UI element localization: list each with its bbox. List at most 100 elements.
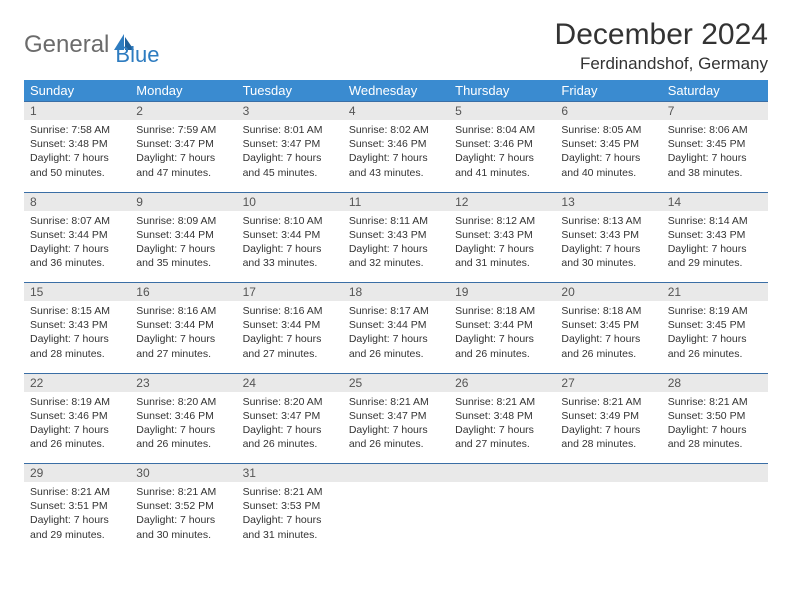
header-thursday: Thursday xyxy=(449,80,555,102)
day-number xyxy=(343,464,449,483)
week-4-daynum-row: 293031 xyxy=(24,464,768,483)
sunrise-text: Sunrise: 7:58 AM xyxy=(30,123,124,137)
day-cell xyxy=(449,482,555,554)
day-cell: Sunrise: 8:13 AMSunset: 3:43 PMDaylight:… xyxy=(555,211,661,283)
daylight-text: Daylight: 7 hours and 26 minutes. xyxy=(668,332,762,360)
sunset-text: Sunset: 3:48 PM xyxy=(30,137,124,151)
day-number: 3 xyxy=(237,102,343,121)
sunrise-text: Sunrise: 8:02 AM xyxy=(349,123,443,137)
day-cell: Sunrise: 8:15 AMSunset: 3:43 PMDaylight:… xyxy=(24,301,130,373)
sunset-text: Sunset: 3:43 PM xyxy=(561,228,655,242)
daylight-text: Daylight: 7 hours and 26 minutes. xyxy=(136,423,230,451)
sunset-text: Sunset: 3:43 PM xyxy=(455,228,549,242)
day-number: 21 xyxy=(662,283,768,302)
day-number: 8 xyxy=(24,192,130,211)
day-cell: Sunrise: 8:18 AMSunset: 3:44 PMDaylight:… xyxy=(449,301,555,373)
daylight-text: Daylight: 7 hours and 26 minutes. xyxy=(561,332,655,360)
day-cell: Sunrise: 8:06 AMSunset: 3:45 PMDaylight:… xyxy=(662,120,768,192)
header-monday: Monday xyxy=(130,80,236,102)
daylight-text: Daylight: 7 hours and 32 minutes. xyxy=(349,242,443,270)
day-number: 6 xyxy=(555,102,661,121)
sunrise-text: Sunrise: 8:10 AM xyxy=(243,214,337,228)
month-title: December 2024 xyxy=(555,18,768,52)
day-number: 15 xyxy=(24,283,130,302)
sunrise-text: Sunrise: 8:01 AM xyxy=(243,123,337,137)
sunrise-text: Sunrise: 8:20 AM xyxy=(136,395,230,409)
sunset-text: Sunset: 3:45 PM xyxy=(668,137,762,151)
day-cell: Sunrise: 8:02 AMSunset: 3:46 PMDaylight:… xyxy=(343,120,449,192)
sunset-text: Sunset: 3:45 PM xyxy=(668,318,762,332)
day-cell: Sunrise: 8:17 AMSunset: 3:44 PMDaylight:… xyxy=(343,301,449,373)
day-number xyxy=(449,464,555,483)
day-number: 31 xyxy=(237,464,343,483)
sunset-text: Sunset: 3:47 PM xyxy=(349,409,443,423)
logo-text-blue: Blue xyxy=(115,22,159,68)
header-friday: Friday xyxy=(555,80,661,102)
sunset-text: Sunset: 3:44 PM xyxy=(136,318,230,332)
day-number: 29 xyxy=(24,464,130,483)
day-number: 10 xyxy=(237,192,343,211)
sunset-text: Sunset: 3:52 PM xyxy=(136,499,230,513)
day-cell: Sunrise: 8:16 AMSunset: 3:44 PMDaylight:… xyxy=(237,301,343,373)
day-number: 27 xyxy=(555,373,661,392)
daylight-text: Daylight: 7 hours and 27 minutes. xyxy=(243,332,337,360)
day-cell xyxy=(343,482,449,554)
sunset-text: Sunset: 3:44 PM xyxy=(30,228,124,242)
day-cell: Sunrise: 8:14 AMSunset: 3:43 PMDaylight:… xyxy=(662,211,768,283)
day-number: 7 xyxy=(662,102,768,121)
sunrise-text: Sunrise: 8:07 AM xyxy=(30,214,124,228)
day-cell: Sunrise: 8:01 AMSunset: 3:47 PMDaylight:… xyxy=(237,120,343,192)
sunrise-text: Sunrise: 8:21 AM xyxy=(136,485,230,499)
sunrise-text: Sunrise: 8:18 AM xyxy=(455,304,549,318)
sunrise-text: Sunrise: 8:21 AM xyxy=(243,485,337,499)
sunrise-text: Sunrise: 8:21 AM xyxy=(668,395,762,409)
day-number: 17 xyxy=(237,283,343,302)
day-number: 28 xyxy=(662,373,768,392)
day-cell: Sunrise: 8:21 AMSunset: 3:50 PMDaylight:… xyxy=(662,392,768,464)
daylight-text: Daylight: 7 hours and 28 minutes. xyxy=(561,423,655,451)
daylight-text: Daylight: 7 hours and 26 minutes. xyxy=(30,423,124,451)
sunset-text: Sunset: 3:46 PM xyxy=(349,137,443,151)
day-cell: Sunrise: 8:04 AMSunset: 3:46 PMDaylight:… xyxy=(449,120,555,192)
week-0-daynum-row: 1234567 xyxy=(24,102,768,121)
day-number: 25 xyxy=(343,373,449,392)
sunset-text: Sunset: 3:48 PM xyxy=(455,409,549,423)
day-cell: Sunrise: 8:10 AMSunset: 3:44 PMDaylight:… xyxy=(237,211,343,283)
daylight-text: Daylight: 7 hours and 29 minutes. xyxy=(30,513,124,541)
day-cell: Sunrise: 8:21 AMSunset: 3:48 PMDaylight:… xyxy=(449,392,555,464)
weekday-header-row: Sunday Monday Tuesday Wednesday Thursday… xyxy=(24,80,768,102)
sunset-text: Sunset: 3:51 PM xyxy=(30,499,124,513)
sunset-text: Sunset: 3:49 PM xyxy=(561,409,655,423)
day-cell: Sunrise: 8:11 AMSunset: 3:43 PMDaylight:… xyxy=(343,211,449,283)
daylight-text: Daylight: 7 hours and 26 minutes. xyxy=(349,332,443,360)
day-cell: Sunrise: 8:20 AMSunset: 3:47 PMDaylight:… xyxy=(237,392,343,464)
day-cell: Sunrise: 8:21 AMSunset: 3:51 PMDaylight:… xyxy=(24,482,130,554)
sunset-text: Sunset: 3:47 PM xyxy=(243,409,337,423)
sunset-text: Sunset: 3:45 PM xyxy=(561,137,655,151)
daylight-text: Daylight: 7 hours and 50 minutes. xyxy=(30,151,124,179)
sunrise-text: Sunrise: 8:12 AM xyxy=(455,214,549,228)
header-sunday: Sunday xyxy=(24,80,130,102)
sunset-text: Sunset: 3:47 PM xyxy=(243,137,337,151)
sunrise-text: Sunrise: 8:21 AM xyxy=(349,395,443,409)
daylight-text: Daylight: 7 hours and 31 minutes. xyxy=(243,513,337,541)
daylight-text: Daylight: 7 hours and 27 minutes. xyxy=(136,332,230,360)
daylight-text: Daylight: 7 hours and 30 minutes. xyxy=(561,242,655,270)
week-3-daynum-row: 22232425262728 xyxy=(24,373,768,392)
sunset-text: Sunset: 3:46 PM xyxy=(455,137,549,151)
week-3-body-row: Sunrise: 8:19 AMSunset: 3:46 PMDaylight:… xyxy=(24,392,768,464)
sunrise-text: Sunrise: 8:19 AM xyxy=(668,304,762,318)
sunrise-text: Sunrise: 8:18 AM xyxy=(561,304,655,318)
day-number: 5 xyxy=(449,102,555,121)
week-2-daynum-row: 15161718192021 xyxy=(24,283,768,302)
sunrise-text: Sunrise: 8:19 AM xyxy=(30,395,124,409)
sunrise-text: Sunrise: 8:04 AM xyxy=(455,123,549,137)
calendar-table: Sunday Monday Tuesday Wednesday Thursday… xyxy=(24,80,768,554)
daylight-text: Daylight: 7 hours and 35 minutes. xyxy=(136,242,230,270)
week-4-body-row: Sunrise: 8:21 AMSunset: 3:51 PMDaylight:… xyxy=(24,482,768,554)
daylight-text: Daylight: 7 hours and 26 minutes. xyxy=(349,423,443,451)
day-number: 18 xyxy=(343,283,449,302)
day-cell xyxy=(662,482,768,554)
sunset-text: Sunset: 3:47 PM xyxy=(136,137,230,151)
day-number: 9 xyxy=(130,192,236,211)
